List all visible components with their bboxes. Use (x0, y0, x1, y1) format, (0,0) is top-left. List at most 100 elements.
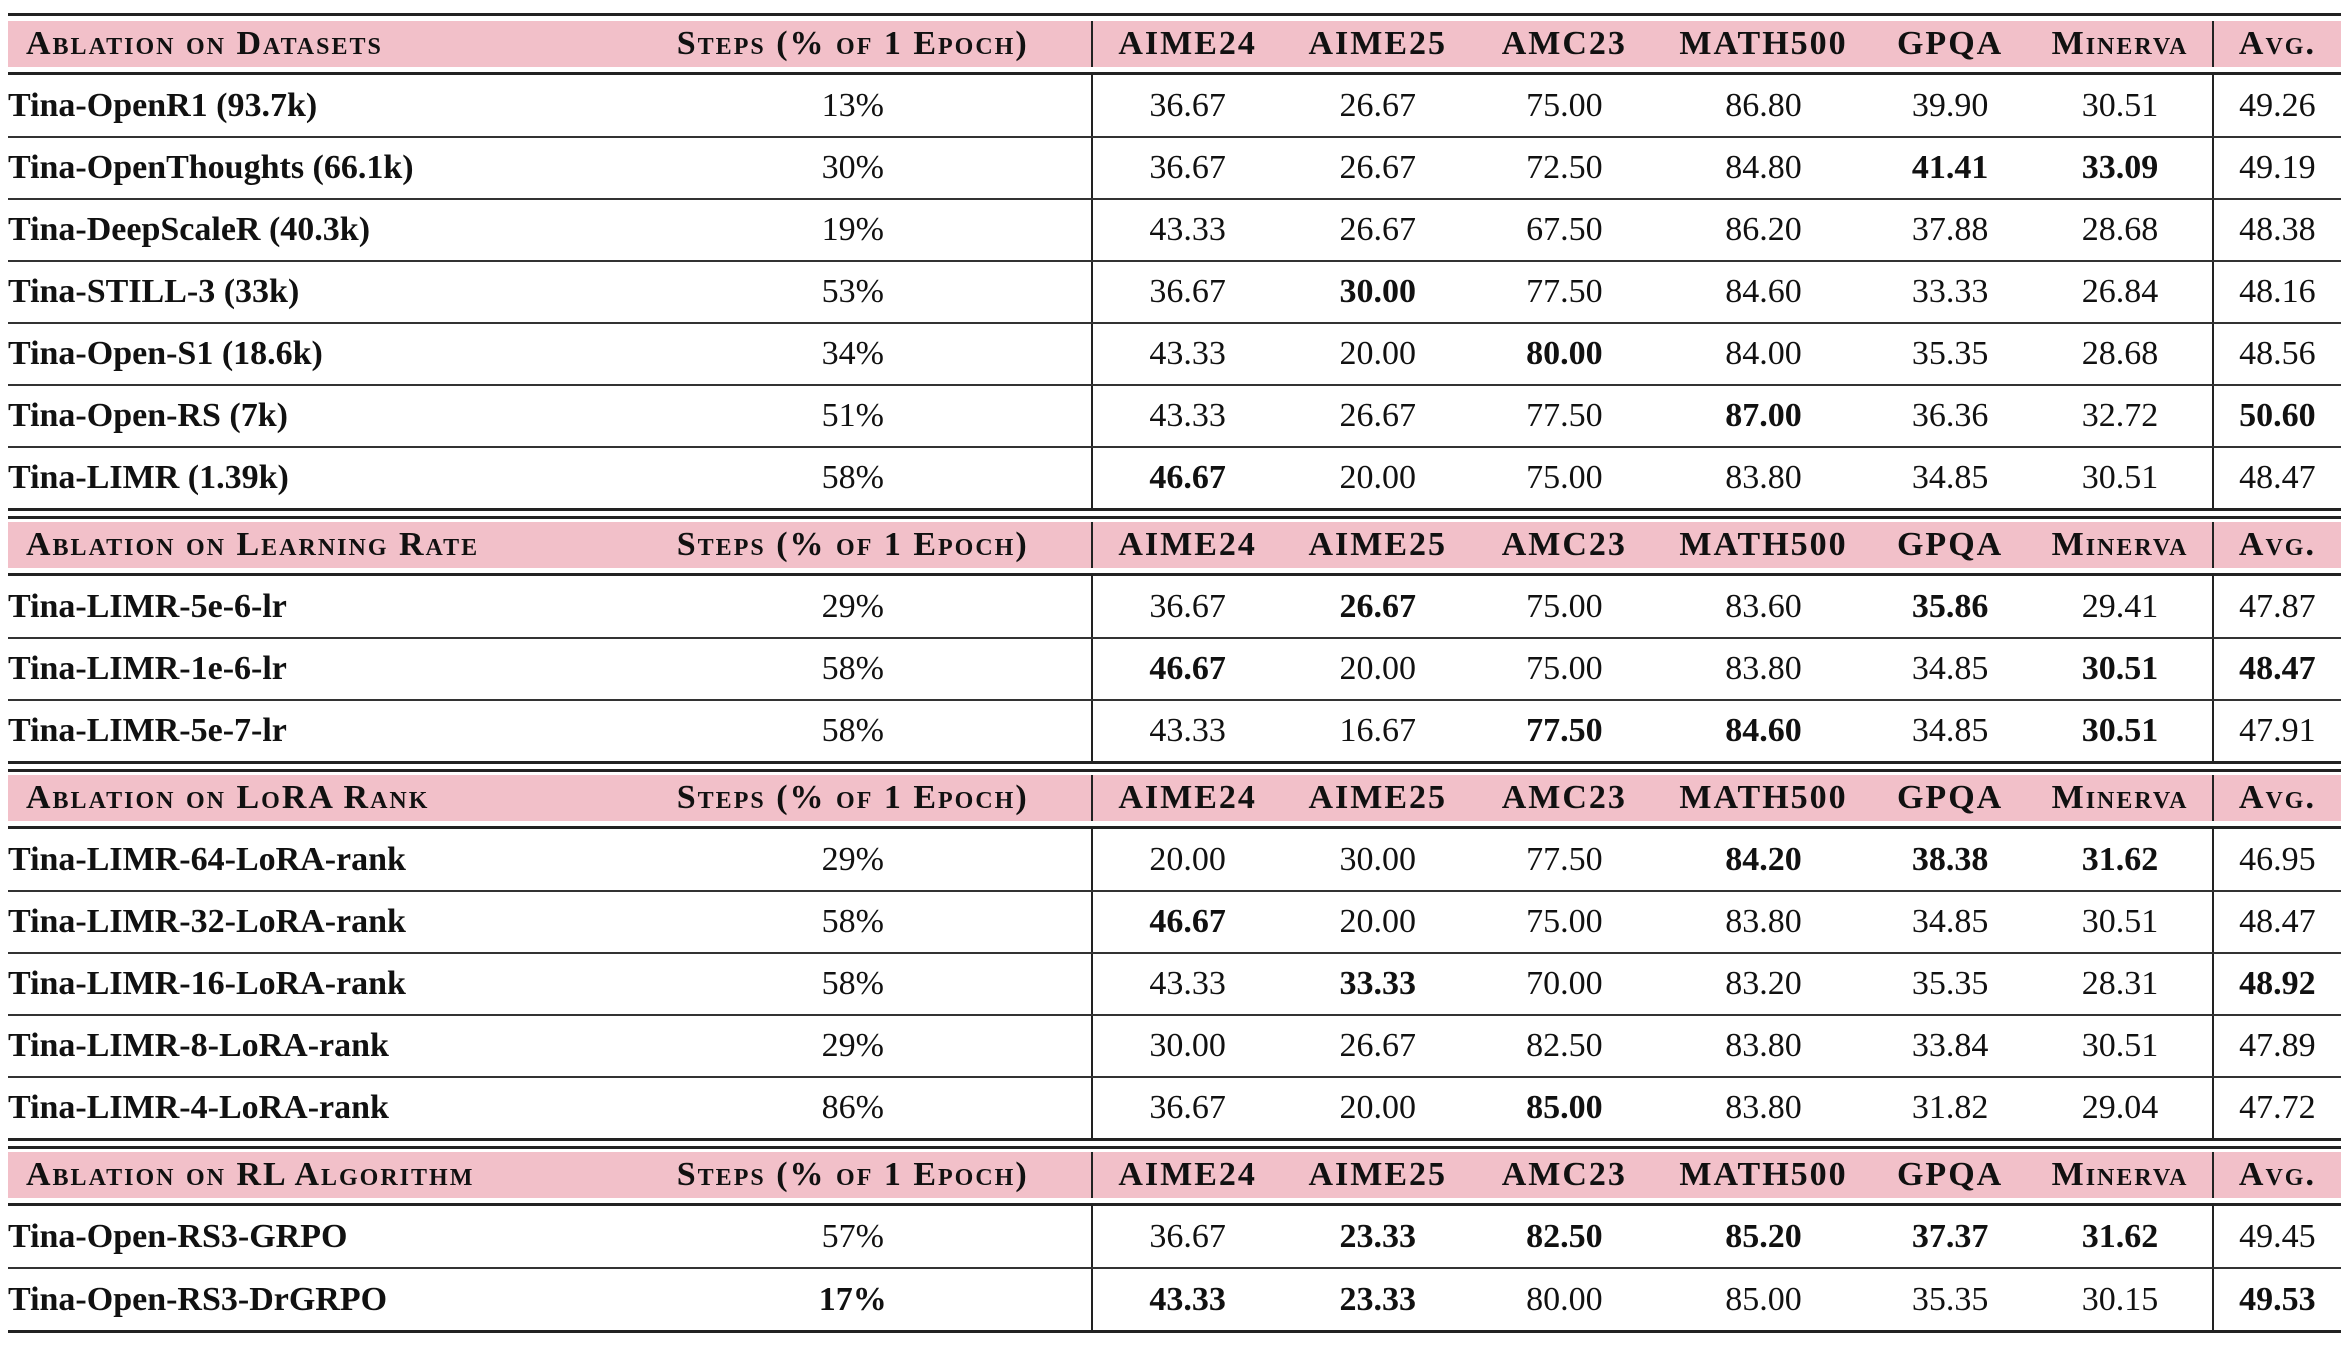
cell-steps: 58% (614, 891, 1093, 954)
cell-amc23: 72.50 (1473, 137, 1656, 200)
cell-avg: 48.47 (2211, 891, 2341, 954)
thin-gap (8, 1147, 2341, 1152)
table-row: Tina-Open-RS (7k) 51% 43.33 26.67 77.50 87.00… (8, 385, 2341, 448)
column-header-math500: MATH500 (1655, 522, 1872, 568)
cell-avg: 47.87 (2211, 576, 2341, 639)
cell-aime25: 20.00 (1339, 458, 1416, 496)
cell-steps: 19% (614, 199, 1093, 262)
column-header-steps: Steps (% of 1 Epoch) (614, 522, 1093, 568)
cell-math500: 84.20 (1655, 829, 1872, 892)
cell-gpqa: 39.90 (1871, 75, 2029, 138)
cell-steps: 51% (614, 385, 1093, 448)
cell-gpqa: 35.86 (1871, 576, 2029, 639)
cell-minerva: 29.04 (2081, 1088, 2159, 1126)
column-header-aime24: AIME24 (1091, 21, 1282, 67)
cell-amc23: 80.00 (1526, 1280, 1603, 1318)
cell-math500: 84.80 (1655, 137, 1872, 200)
cell-math500: 83.80 (1655, 891, 1872, 954)
cell-amc23: 82.50 (1473, 1015, 1656, 1078)
top-rule (8, 1203, 2341, 1206)
cell-aime25: 20.00 (1281, 891, 1474, 954)
cell-minerva: 30.15 (2081, 1280, 2159, 1318)
model-name-cell: Tina-LIMR-5e-6-lr (8, 576, 615, 639)
thin-gap (8, 517, 2341, 522)
column-header-aime24: AIME24 (1091, 1152, 1282, 1198)
cell-aime24: 36.67 (1091, 1077, 1282, 1139)
cell-math500: 84.60 (1655, 261, 1872, 324)
top-rule (8, 826, 2341, 829)
double-rule (8, 1137, 2341, 1149)
column-header-math500: MATH500 (1655, 1152, 1872, 1198)
cell-aime25: 26.67 (1281, 1015, 1474, 1078)
cell-aime25: 26.67 (1281, 137, 1474, 200)
cell-avg: 48.56 (2211, 323, 2341, 386)
table-row: Tina-LIMR-5e-7-lr 58% 43.33 16.67 77.50 84.60… (8, 700, 2341, 762)
cell-aime25: 20.00 (1281, 323, 1474, 386)
cell-math500: 83.60 (1655, 576, 1872, 639)
cell-steps: 58% (821, 458, 884, 496)
top-rule (8, 72, 2341, 75)
model-name-cell: Tina-LIMR-4-LoRA-rank (8, 1088, 389, 1126)
cell-avg: 48.47 (2211, 638, 2341, 701)
model-name-cell: Tina-Open-RS (7k) (8, 385, 615, 448)
cell-gpqa: 37.88 (1871, 199, 2029, 262)
column-header-gpqa: GPQA (1871, 1152, 2029, 1198)
cell-steps: 34% (614, 323, 1093, 386)
cell-minerva: 28.68 (2028, 323, 2213, 386)
cell-minerva: 30.51 (2081, 711, 2159, 749)
thin-gap (8, 67, 2341, 72)
cell-aime25: 30.00 (1281, 829, 1474, 892)
model-name-cell: Tina-Open-RS3-GRPO (8, 1206, 615, 1269)
cell-aime24: 43.33 (1091, 700, 1282, 762)
section-title: Ablation on Datasets (8, 21, 615, 67)
section-header-row: Ablation on Datasets Steps (% of 1 Epoch)… (8, 21, 2341, 67)
cell-avg: 47.91 (2211, 700, 2341, 762)
section-title: Ablation on Learning Rate (8, 522, 615, 568)
cell-math500: 83.20 (1655, 953, 1872, 1016)
table-row: Tina-LIMR-32-LoRA-rank 58% 46.67 20.00 75.00… (8, 891, 2341, 954)
cell-aime25: 33.33 (1281, 953, 1474, 1016)
cell-amc23: 75.00 (1473, 75, 1656, 138)
model-name-cell: Tina-LIMR-5e-7-lr (8, 711, 287, 749)
column-header-aime25: AIME25 (1281, 1152, 1474, 1198)
cell-aime24: 46.67 (1091, 447, 1282, 509)
double-rule (8, 760, 2341, 772)
cell-math500: 83.80 (1725, 1088, 1802, 1126)
cell-amc23: 75.00 (1473, 891, 1656, 954)
cell-amc23: 75.00 (1473, 638, 1656, 701)
cell-gpqa: 33.33 (1871, 261, 2029, 324)
cell-steps: 86% (821, 1088, 884, 1126)
cell-math500: 83.80 (1655, 638, 1872, 701)
section-header-row: Ablation on RL Algorithm Steps (% of 1 Ep… (8, 1152, 2341, 1198)
cell-minerva: 33.09 (2028, 137, 2213, 200)
cell-avg: 49.45 (2211, 1206, 2341, 1269)
cell-steps: 17% (818, 1280, 887, 1318)
thin-gap (8, 16, 2341, 21)
table-row: Tina-OpenThoughts (66.1k) 30% 36.67 26.67 72… (8, 137, 2341, 200)
column-header-gpqa: GPQA (1871, 21, 2029, 67)
model-name-cell: Tina-OpenThoughts (66.1k) (8, 137, 615, 200)
cell-math500: 85.20 (1655, 1206, 1872, 1269)
column-header-avg: Avg. (2211, 775, 2341, 821)
thin-gap (8, 1198, 2341, 1203)
cell-aime25: 23.33 (1339, 1280, 1416, 1318)
model-name-cell: Tina-LIMR-8-LoRA-rank (8, 1015, 615, 1078)
cell-minerva: 26.84 (2028, 261, 2213, 324)
cell-aime24: 36.67 (1091, 75, 1282, 138)
cell-gpqa: 34.85 (1911, 711, 1989, 749)
cell-steps: 29% (614, 576, 1093, 639)
cell-aime24: 30.00 (1091, 1015, 1282, 1078)
cell-aime24: 43.33 (1091, 1268, 1282, 1330)
cell-amc23: 77.50 (1526, 711, 1603, 749)
column-header-math500: MATH500 (1655, 775, 1872, 821)
table-row: Tina-LIMR-8-LoRA-rank 29% 30.00 26.67 82.50 8… (8, 1015, 2341, 1078)
cell-amc23: 67.50 (1473, 199, 1656, 262)
cell-gpqa: 41.41 (1871, 137, 2029, 200)
table-row: Tina-LIMR-64-LoRA-rank 29% 20.00 30.00 77.50… (8, 829, 2341, 892)
model-name-cell: Tina-LIMR-32-LoRA-rank (8, 891, 615, 954)
cell-aime24: 43.33 (1091, 323, 1282, 386)
cell-avg: 48.47 (2211, 447, 2341, 509)
column-header-minerva: Minerva (2028, 522, 2213, 568)
cell-steps: 53% (614, 261, 1093, 324)
cell-steps: 58% (614, 953, 1093, 1016)
